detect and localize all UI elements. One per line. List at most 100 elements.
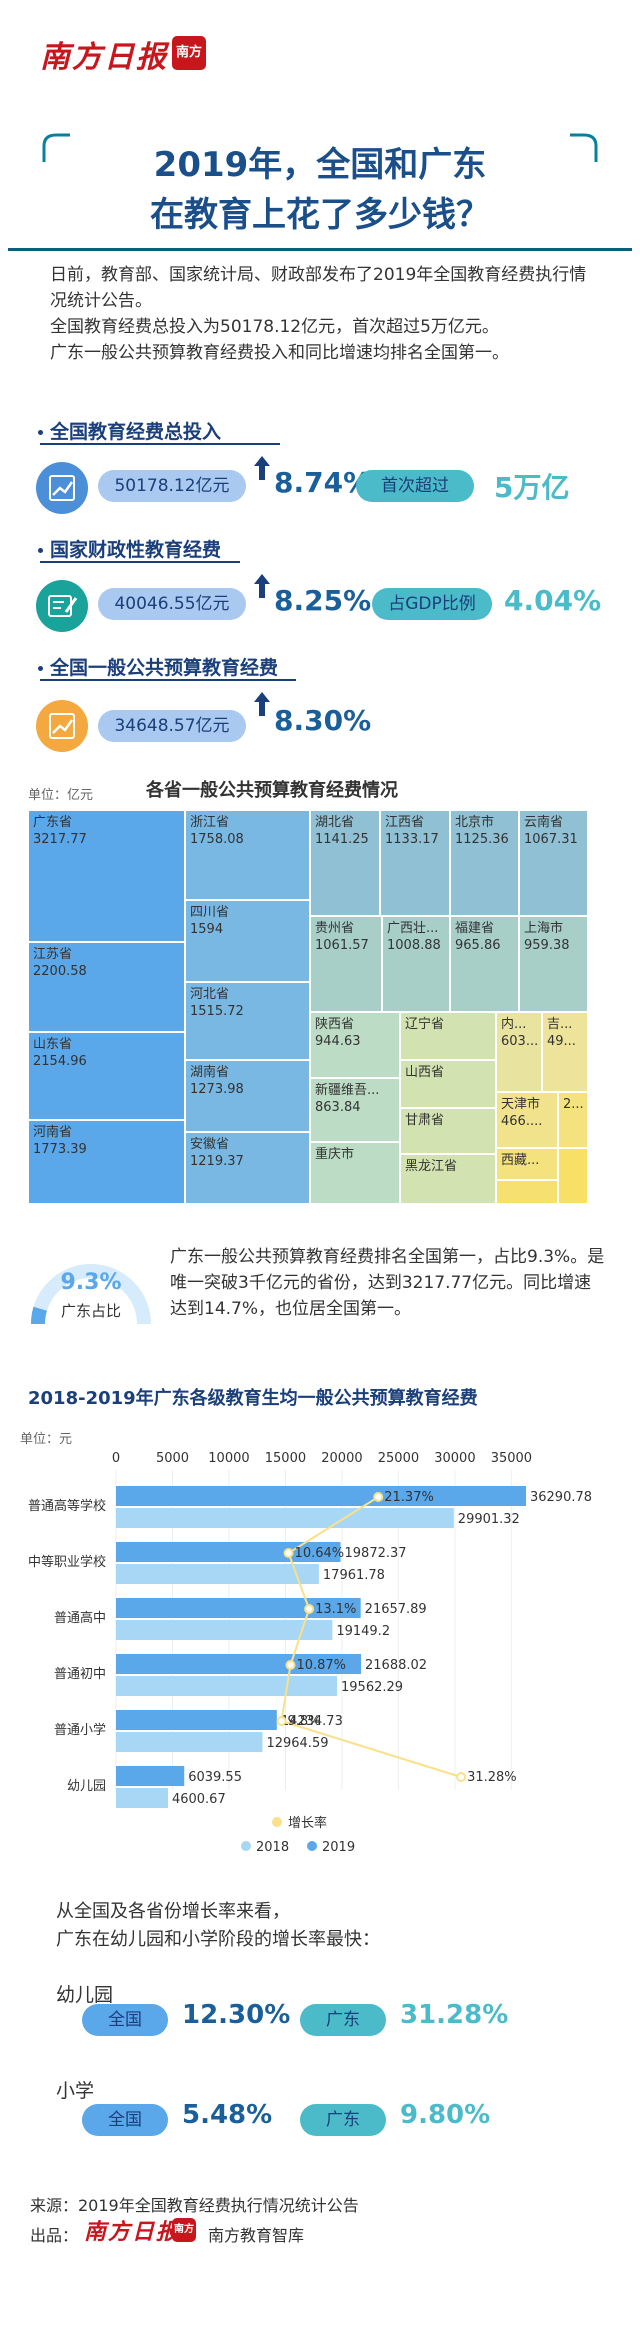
treemap-cell: 吉... 49... (542, 1012, 588, 1092)
guangdong-badge: 广东 (300, 2104, 386, 2136)
bar-2018-label: 19149.2 (336, 1624, 390, 1639)
treemap-cell: 安徽省 1219.37 (185, 1132, 310, 1204)
bar-2019-label: 21688.02 (365, 1658, 427, 1673)
legend-growth-marker (272, 1817, 282, 1827)
national-kindergarten-value: 12.30% (182, 2000, 291, 2030)
up-arrow-icon (254, 692, 270, 702)
treemap-cell: 云南省 1067.31 (519, 810, 588, 916)
treemap-cell: 四川省 1594 (185, 900, 310, 982)
stat-2-value: 40046.55亿元 (98, 588, 246, 620)
publisher-label: 出品： (30, 2226, 79, 2245)
group-primary-title: 小学 (56, 2080, 95, 2102)
gauge-value: 9.3% (60, 1270, 122, 1295)
treemap-cell: 陕西省 944.63 (310, 1012, 400, 1078)
section-dot (38, 430, 43, 435)
treemap-cell: 福建省 965.86 (450, 916, 519, 1012)
up-arrow-stem (259, 702, 265, 716)
stat-3-title: 全国一般公共预算教育经费 (50, 657, 279, 679)
treemap-cell: 甘肃省 (400, 1108, 496, 1154)
guangdong-kindergarten-value: 31.28% (400, 2000, 509, 2030)
x-tick-label: 5000 (156, 1451, 189, 1466)
growth-label: 10.64% (295, 1546, 345, 1561)
treemap-unit: 单位：亿元 (28, 788, 94, 803)
growth-point (283, 1548, 294, 1558)
treemap-cell: 河南省 1773.39 (28, 1120, 185, 1204)
x-tick-label: 10000 (208, 1451, 249, 1466)
bar-2018 (116, 1788, 168, 1808)
bar-2018 (116, 1620, 333, 1640)
treemap-cell: 西藏... (496, 1148, 558, 1180)
treemap-cell: 重庆市 (310, 1142, 400, 1204)
bar-2019-label: 19872.37 (345, 1546, 407, 1561)
treemap-cell: 广西壮... 1008.88 (382, 916, 450, 1012)
stat-1-value: 50178.12亿元 (98, 470, 246, 502)
organization-name: 南方教育智库 (208, 2226, 305, 2245)
treemap-cell (496, 1180, 558, 1204)
stat-1-extra-value: 5万亿 (494, 471, 570, 504)
bar-2018 (116, 1732, 263, 1752)
intro-paragraph-3: 广东一般公共预算教育经费投入和同比增速均排名全国第一。 (50, 343, 509, 363)
bar-2018 (116, 1564, 319, 1584)
legend-2018-label: 2018 (256, 1840, 289, 1855)
gauge-label: 广东占比 (60, 1302, 121, 1320)
bar-2019-label: 21657.89 (365, 1602, 427, 1617)
x-tick-label: 25000 (378, 1451, 419, 1466)
growth-line (280, 1496, 462, 1778)
gauge-fill (30, 1306, 47, 1325)
treemap-cell: 新疆维吾... 863.84 (310, 1078, 400, 1142)
treemap-cell: 上海市 959.38 (519, 916, 588, 1012)
comparison-intro-line1: 从全国及各省份增长率来看， (56, 1901, 290, 1922)
growth-point (276, 1716, 287, 1726)
stat-2-extra-value: 4.04% (504, 584, 602, 617)
up-arrow-icon (254, 574, 270, 584)
category-label: 普通小学 (54, 1722, 106, 1738)
x-tick-label: 15000 (265, 1451, 306, 1466)
intro-paragraph-2: 全国教育经费总投入为50178.12亿元，首次超过5万亿元。 (50, 317, 499, 337)
bar-2018-label: 19562.29 (341, 1680, 403, 1695)
treemap-cell: 辽宁省 (400, 1012, 496, 1060)
treemap-cell: 湖北省 1141.25 (310, 810, 380, 916)
category-label: 普通高中 (54, 1610, 106, 1626)
intro-text: 日前，教育部、国家统计局、财政部发布了2019年全国教育经费执行情况统计公告。 … (50, 262, 598, 366)
intro-paragraph-1: 日前，教育部、国家统计局、财政部发布了2019年全国教育经费执行情况统计公告。 (50, 265, 587, 311)
growth-label: 21.37% (384, 1490, 434, 1505)
treemap-cell: 贵州省 1061.57 (310, 916, 382, 1012)
stat-3-value: 34648.57亿元 (98, 710, 246, 742)
nanfang-daily-logo: 南方日报 (40, 40, 168, 75)
guangdong-primary-value: 9.80% (400, 2100, 491, 2130)
treemap-cell: 广东省 3217.77 (28, 810, 185, 942)
stat-1-growth: 8.74% (274, 466, 372, 499)
bar-2018 (116, 1508, 454, 1528)
legend-growth-label: 增长率 (288, 1815, 327, 1831)
treemap-cell: 河北省 1515.72 (185, 982, 310, 1060)
guangdong-badge: 广东 (300, 2004, 386, 2036)
chart-unit: 单位：元 (20, 1432, 73, 1447)
stat-3-growth: 8.30% (274, 704, 372, 737)
treemap-cell: 湖南省 1273.98 (185, 1060, 310, 1132)
treemap: 广东省 3217.77 江苏省 2200.58 山东省 2154.96 河南省 1773… (28, 810, 588, 1204)
growth-point (373, 1492, 384, 1502)
up-arrow-icon (254, 456, 270, 466)
gauge-svg (30, 1264, 151, 1325)
legend-2019-label: 2019 (322, 1840, 355, 1855)
section-dot (38, 548, 43, 553)
treemap-cell: 黑龙江省 (400, 1154, 496, 1204)
category-label: 普通高等学校 (28, 1498, 106, 1514)
treemap-cell: 2... (558, 1092, 588, 1148)
treemap-cell: 北京市 1125.36 (450, 810, 519, 916)
treemap-cell: 内... 603... (496, 1012, 542, 1092)
stat-2-growth: 8.25% (274, 584, 372, 617)
section-dot (38, 666, 43, 671)
guangdong-summary: 广东一般公共预算教育经费排名全国第一，占比9.3%。是唯一突破3千亿元的省份，达… (170, 1247, 605, 1319)
treemap-cell: 浙江省 1758.08 (185, 810, 310, 900)
bar-2018-label: 4600.67 (172, 1792, 226, 1807)
x-tick-label: 30000 (434, 1451, 475, 1466)
title-underline (8, 248, 632, 251)
growth-point (456, 1772, 467, 1782)
bar-2019 (116, 1654, 362, 1674)
up-arrow-stem (259, 466, 265, 480)
category-label: 中等职业学校 (28, 1554, 106, 1570)
stat-2-extra-label: 占GDP比例 (372, 588, 492, 620)
growth-label: 9.8% (288, 1714, 321, 1729)
x-tick-label: 20000 (321, 1451, 362, 1466)
